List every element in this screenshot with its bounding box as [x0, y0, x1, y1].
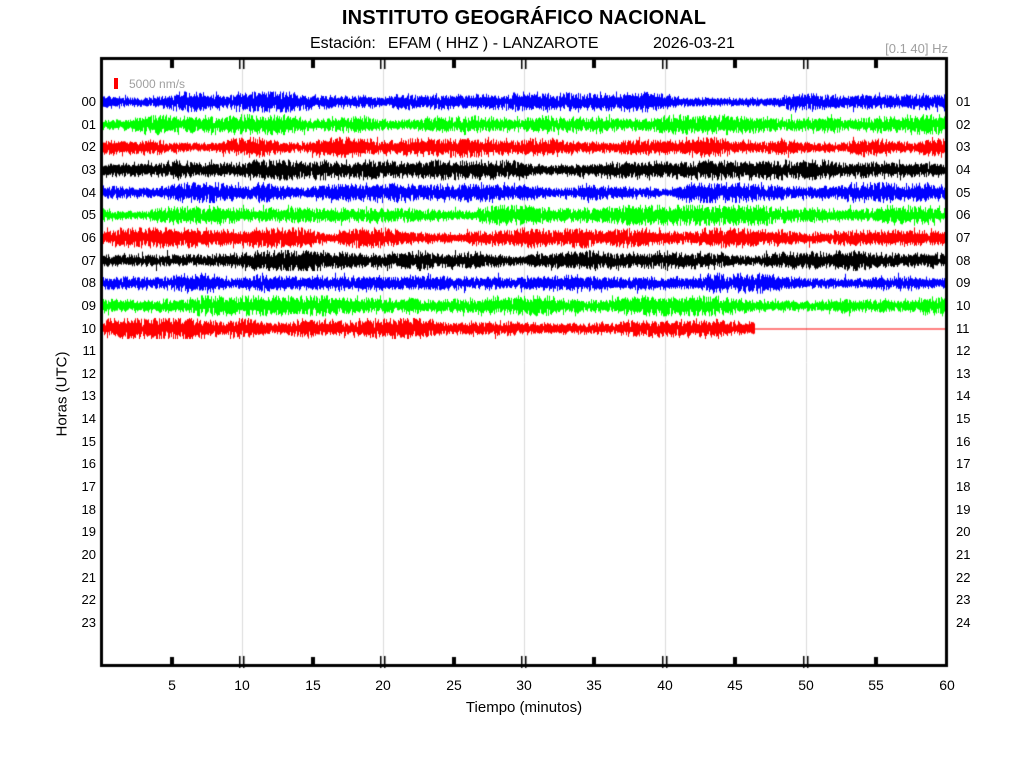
hour-label-left: 23	[81, 615, 96, 630]
hour-label-left: 10	[81, 321, 96, 336]
hour-label-right: 23	[956, 592, 971, 607]
x-tick-label: 30	[516, 677, 532, 693]
hour-label-left: 19	[81, 524, 96, 539]
hour-label-left: 04	[81, 185, 96, 200]
amplitude-scale-marker-icon	[114, 78, 118, 89]
page-title: INSTITUTO GEOGRÁFICO NACIONAL	[341, 7, 707, 29]
x-tick-label: 35	[586, 677, 602, 693]
hour-label-left: 02	[81, 139, 96, 154]
date-label: 2026-03-21	[653, 35, 735, 52]
hour-label-right: 07	[956, 230, 971, 245]
hour-label-right: 17	[956, 456, 971, 471]
hour-label-left: 13	[81, 388, 96, 403]
hour-label-right: 13	[956, 366, 971, 381]
x-tick-label: 25	[446, 677, 462, 693]
hour-label-right: 12	[956, 343, 971, 358]
hour-label-left: 15	[81, 434, 96, 449]
hour-label-right: 05	[956, 185, 971, 200]
hour-label-left: 12	[81, 366, 96, 381]
x-tick-label: 55	[868, 677, 884, 693]
hour-label-left: 11	[82, 343, 97, 358]
hour-label-left: 17	[81, 479, 96, 494]
hour-label-right: 16	[956, 434, 971, 449]
hour-label-right: 22	[956, 570, 971, 585]
hour-label-right: 08	[956, 253, 971, 268]
hour-label-left: 05	[81, 207, 96, 222]
hour-label-left: 14	[81, 411, 96, 426]
hour-label-right: 09	[956, 275, 971, 290]
hour-label-left: 00	[81, 94, 96, 109]
hour-label-left: 01	[81, 117, 96, 132]
x-tick-label: 5	[168, 677, 176, 693]
hour-label-left: 08	[81, 275, 96, 290]
hour-label-right: 04	[956, 162, 971, 177]
x-tick-label: 10	[234, 677, 250, 693]
hour-label-right: 15	[956, 411, 971, 426]
station-label: Estación:	[310, 35, 376, 52]
station-value: EFAM ( HHZ ) - LANZAROTE	[387, 35, 599, 52]
x-tick-label: 40	[657, 677, 673, 693]
hour-label-right: 21	[956, 547, 971, 562]
hour-label-right: 14	[956, 388, 971, 403]
hour-label-right: 06	[956, 207, 971, 222]
x-tick-label: 60	[939, 677, 955, 693]
hour-label-right: 10	[956, 298, 971, 313]
hour-label-right: 19	[956, 502, 971, 517]
x-tick-label: 15	[305, 677, 321, 693]
hour-label-left: 20	[81, 547, 96, 562]
hour-label-right: 03	[956, 139, 971, 154]
hour-label-left: 09	[81, 298, 96, 313]
hour-label-right: 11	[956, 321, 970, 336]
amplitude-scale-label: 5000 nm/s	[129, 77, 186, 91]
x-tick-label: 50	[798, 677, 814, 693]
hour-label-right: 02	[956, 117, 971, 132]
hour-label-left: 18	[81, 502, 96, 517]
hour-label-left: 03	[81, 162, 96, 177]
hour-label-right: 18	[956, 479, 971, 494]
hour-label-left: 16	[81, 456, 96, 471]
hour-label-right: 01	[956, 94, 971, 109]
filter-band-label: [0.1 40] Hz	[885, 41, 948, 56]
x-axis-label: Tiempo (minutos)	[465, 699, 583, 716]
hour-label-left: 06	[81, 230, 96, 245]
hour-label-left: 07	[81, 253, 96, 268]
hour-label-left: 21	[81, 570, 96, 585]
hour-label-left: 22	[81, 592, 96, 607]
x-tick-label: 45	[727, 677, 743, 693]
x-tick-label: 20	[375, 677, 391, 693]
hour-label-right: 24	[956, 615, 971, 630]
station-subtitle: Estación: EFAM ( HHZ ) - LANZAROTE	[310, 35, 598, 53]
hour-label-right: 20	[956, 524, 971, 539]
